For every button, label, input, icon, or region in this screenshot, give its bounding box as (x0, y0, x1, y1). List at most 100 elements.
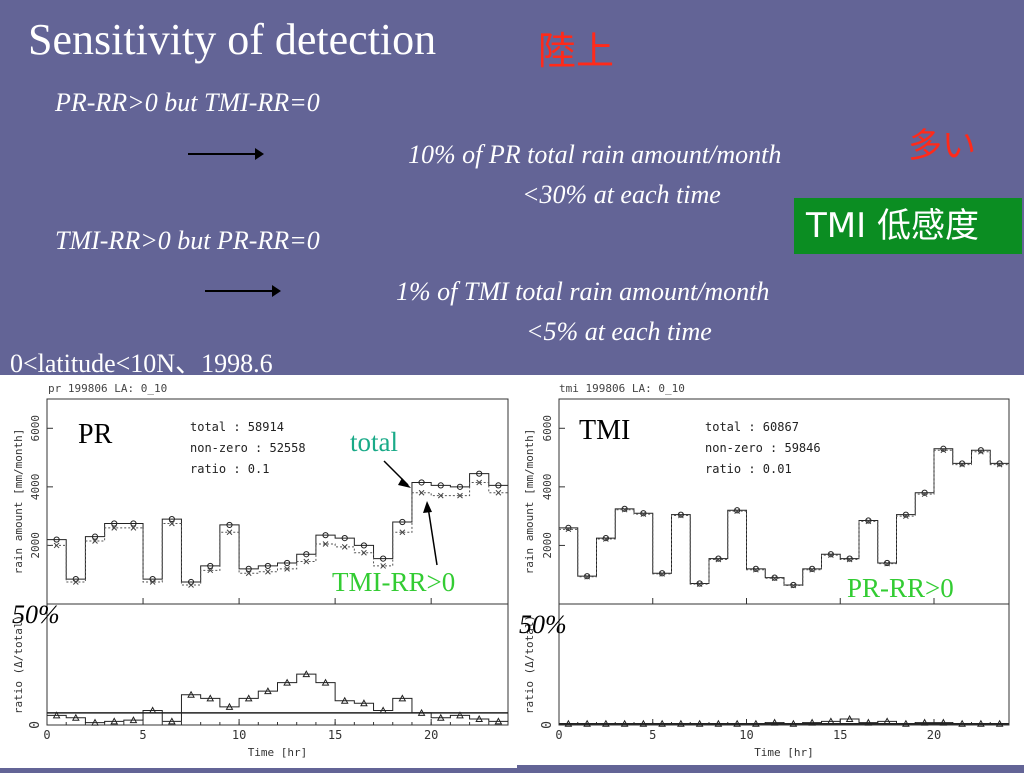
data-point (940, 445, 947, 452)
data-point (437, 492, 444, 499)
data-point (53, 542, 60, 549)
data-point (111, 525, 118, 531)
stats-line: ratio : 0.1 (190, 462, 269, 476)
data-point (771, 574, 778, 581)
ratio-point (321, 678, 330, 686)
data-point (476, 479, 483, 486)
x-axis-label: Time [hr] (248, 746, 308, 759)
x-tick-label: 15 (328, 728, 342, 742)
data-point (903, 513, 909, 519)
data-point (977, 447, 984, 454)
x-tick-label: 5 (139, 728, 146, 742)
chart-header: tmi 199806 LA: 0_10 (559, 382, 685, 395)
data-point (399, 518, 406, 526)
ratio-point (494, 717, 503, 725)
series-line-non-zero (559, 449, 1009, 587)
stats-line: non-zero : 52558 (190, 441, 306, 455)
ratio-point (264, 687, 272, 695)
data-point (790, 581, 797, 589)
data-point (621, 506, 628, 513)
data-point (284, 566, 290, 572)
ratio-point (129, 716, 138, 724)
data-point (715, 555, 722, 562)
y-axis-label-top: rain amount [mm/month] (523, 429, 536, 575)
stats-line: total : 58914 (190, 420, 284, 434)
arrow-right-icon (188, 148, 264, 160)
x-tick-label: 15 (833, 728, 847, 742)
data-point (790, 582, 797, 589)
tmi-each-time-text: <5% at each time (526, 317, 712, 346)
data-point (603, 536, 609, 542)
y-axis-label-bottom: ratio (Δ/total) (12, 615, 25, 714)
data-point (437, 482, 444, 489)
data-point (602, 535, 609, 542)
y-axis-label-top: rain amount [mm/month] (12, 429, 25, 575)
total-arrowhead (398, 478, 411, 488)
data-point (322, 541, 329, 547)
data-point (226, 521, 233, 529)
x-tick-label: 0 (43, 728, 50, 742)
data-point (884, 560, 890, 567)
data-point (978, 448, 984, 455)
x-tick-label: 10 (739, 728, 753, 742)
data-point (457, 492, 463, 499)
ratio-point (939, 718, 948, 726)
y-tick-label: 6000 (541, 415, 554, 442)
data-point (940, 447, 947, 454)
data-point (207, 562, 214, 570)
ratio-point (340, 696, 349, 704)
data-point (659, 570, 665, 577)
data-point (621, 505, 628, 512)
data-point (476, 470, 483, 477)
data-point (418, 489, 425, 496)
data-point (678, 512, 684, 519)
data-point (168, 515, 175, 523)
data-point (809, 565, 816, 572)
data-point (91, 533, 99, 540)
pr-chart-panel: pr 199806 LA: 0_10 2000 4000 6000 0 0 5 10 15 20 T… (0, 375, 517, 768)
data-point (149, 579, 156, 585)
data-point (418, 479, 425, 486)
data-point (111, 520, 118, 527)
data-point (996, 460, 1003, 467)
data-point (865, 517, 872, 524)
slide-title: Sensitivity of detection (28, 15, 437, 64)
ratio-point (456, 711, 464, 719)
stats-line: non-zero : 59846 (705, 441, 821, 455)
ratio-point (187, 690, 195, 698)
data-point (226, 529, 233, 536)
data-point (495, 482, 502, 489)
y-tick-label: 6000 (29, 415, 42, 442)
ratio-point (770, 718, 779, 726)
data-point (640, 510, 647, 517)
ratio-point (110, 717, 119, 725)
x-tick-label: 5 (649, 728, 656, 742)
chart-header: pr 199806 LA: 0_10 (48, 382, 167, 395)
data-point (495, 489, 502, 496)
title-jp-label: 陸上 (538, 29, 615, 73)
data-point (809, 566, 815, 573)
data-point (130, 525, 137, 531)
data-point (456, 483, 464, 490)
data-point (959, 460, 966, 467)
tmi-condition-text: TMI-RR>0 but PR-RR=0 (55, 226, 320, 255)
ratio-point (920, 718, 929, 726)
data-point (734, 508, 740, 515)
ratio-point (206, 694, 215, 702)
x-tick-label: 20 (424, 728, 438, 742)
ratio-point (864, 718, 873, 726)
stats-line: total : 60867 (705, 420, 799, 434)
data-point (827, 551, 834, 558)
data-point (584, 573, 590, 580)
data-point (130, 520, 137, 527)
data-point (996, 461, 1003, 468)
data-point (771, 575, 778, 582)
data-point (245, 570, 252, 577)
data-point (207, 567, 214, 574)
data-point (361, 549, 367, 556)
percent-annotation: 50% (12, 600, 60, 629)
data-point (902, 511, 909, 518)
ratio-point (244, 694, 253, 702)
data-point (341, 535, 348, 542)
data-point (265, 568, 271, 575)
